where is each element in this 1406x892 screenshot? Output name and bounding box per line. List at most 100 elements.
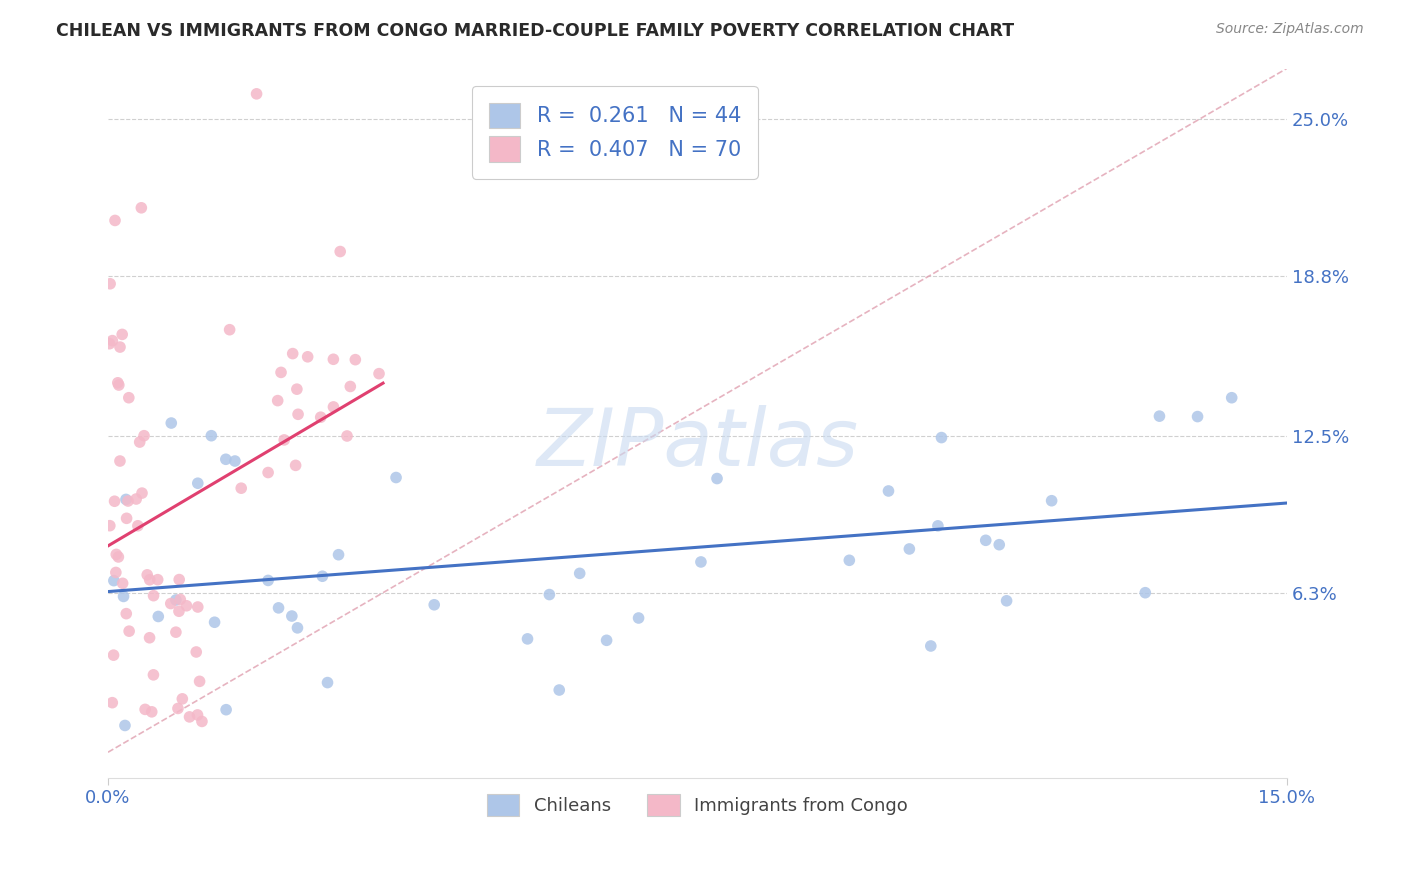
Point — [191, 714, 214, 729]
Point — [186, 645, 208, 659]
Point — [160, 416, 183, 430]
Point — [270, 365, 292, 379]
Point — [146, 573, 169, 587]
Point — [167, 573, 190, 587]
Point — [328, 548, 350, 562]
Point — [385, 470, 408, 484]
Point — [115, 492, 138, 507]
Legend: Chileans, Immigrants from Congo: Chileans, Immigrants from Congo — [478, 785, 917, 825]
Point — [188, 674, 211, 689]
Point — [108, 340, 131, 354]
Point — [568, 566, 591, 581]
Point — [931, 431, 953, 445]
Point — [927, 519, 949, 533]
Point — [877, 483, 900, 498]
Text: CHILEAN VS IMMIGRANTS FROM CONGO MARRIED-COUPLE FAMILY POVERTY CORRELATION CHART: CHILEAN VS IMMIGRANTS FROM CONGO MARRIED… — [56, 22, 1014, 40]
Point — [285, 382, 308, 396]
Point — [284, 458, 307, 473]
Point — [186, 707, 208, 722]
Point — [339, 379, 361, 393]
Point — [165, 625, 187, 640]
Point — [538, 588, 561, 602]
Point — [108, 378, 131, 392]
Point — [104, 566, 127, 580]
Point — [231, 481, 253, 495]
Point — [138, 573, 160, 587]
Point — [148, 609, 170, 624]
Point — [257, 466, 280, 480]
Point — [111, 327, 134, 342]
Point — [187, 476, 209, 491]
Point — [159, 597, 181, 611]
Point — [297, 350, 319, 364]
Point — [103, 574, 125, 588]
Point — [1040, 493, 1063, 508]
Point — [132, 428, 155, 442]
Point — [103, 648, 125, 662]
Point — [920, 639, 942, 653]
Point — [167, 701, 190, 715]
Point — [1149, 409, 1171, 424]
Point — [336, 429, 359, 443]
Point — [287, 407, 309, 421]
Point — [104, 213, 127, 227]
Point — [344, 352, 367, 367]
Point — [136, 567, 159, 582]
Point — [98, 518, 121, 533]
Point — [311, 569, 333, 583]
Point — [112, 590, 135, 604]
Point — [131, 201, 153, 215]
Point — [267, 600, 290, 615]
Point — [273, 433, 295, 447]
Point — [322, 352, 344, 367]
Point — [316, 675, 339, 690]
Point — [838, 553, 860, 567]
Point — [1187, 409, 1209, 424]
Point — [627, 611, 650, 625]
Point — [368, 367, 391, 381]
Point — [128, 435, 150, 450]
Point — [516, 632, 538, 646]
Point — [988, 538, 1011, 552]
Point — [329, 244, 352, 259]
Point — [141, 705, 163, 719]
Point — [176, 599, 198, 613]
Point — [595, 633, 617, 648]
Point — [204, 615, 226, 630]
Point — [224, 454, 246, 468]
Point — [200, 428, 222, 442]
Point — [127, 518, 149, 533]
Point — [111, 576, 134, 591]
Point — [118, 624, 141, 639]
Point — [974, 533, 997, 548]
Point — [995, 594, 1018, 608]
Point — [322, 400, 344, 414]
Point — [172, 691, 194, 706]
Point — [108, 454, 131, 468]
Point — [125, 491, 148, 506]
Point — [115, 511, 138, 525]
Point — [187, 599, 209, 614]
Point — [309, 410, 332, 425]
Point — [706, 471, 728, 485]
Point — [245, 87, 267, 101]
Point — [218, 323, 240, 337]
Point — [107, 549, 129, 564]
Point — [281, 609, 304, 624]
Point — [287, 621, 309, 635]
Point — [165, 593, 187, 607]
Point — [423, 598, 446, 612]
Point — [138, 631, 160, 645]
Point — [257, 574, 280, 588]
Point — [105, 548, 128, 562]
Point — [103, 494, 125, 508]
Point — [114, 718, 136, 732]
Point — [215, 703, 238, 717]
Point — [690, 555, 713, 569]
Point — [131, 486, 153, 500]
Point — [179, 710, 201, 724]
Point — [1220, 391, 1243, 405]
Point — [167, 604, 190, 618]
Point — [142, 589, 165, 603]
Point — [215, 452, 238, 467]
